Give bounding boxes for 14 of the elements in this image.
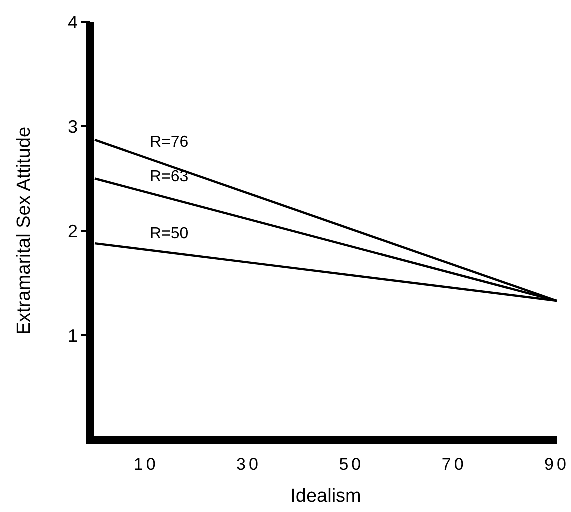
y-tick-label: 1 <box>68 326 78 346</box>
series-label: R=50 <box>150 225 189 242</box>
y-tick-label: 2 <box>68 221 78 242</box>
x-tick-label: 10 <box>134 455 159 474</box>
y-tick-label: 4 <box>68 12 78 32</box>
series-label: R=76 <box>150 134 189 152</box>
x-tick-label: 70 <box>442 455 467 474</box>
x-axis-title: Idealism <box>290 486 362 507</box>
x-tick-label: 30 <box>236 455 262 474</box>
x-tick-label: 90 <box>544 455 570 474</box>
y-tick-label: 3 <box>68 116 78 137</box>
x-tick-label: 50 <box>339 455 364 474</box>
y-axis-title: Extramarital Sex Attitude <box>14 126 35 336</box>
series-label: R=63 <box>150 168 189 186</box>
